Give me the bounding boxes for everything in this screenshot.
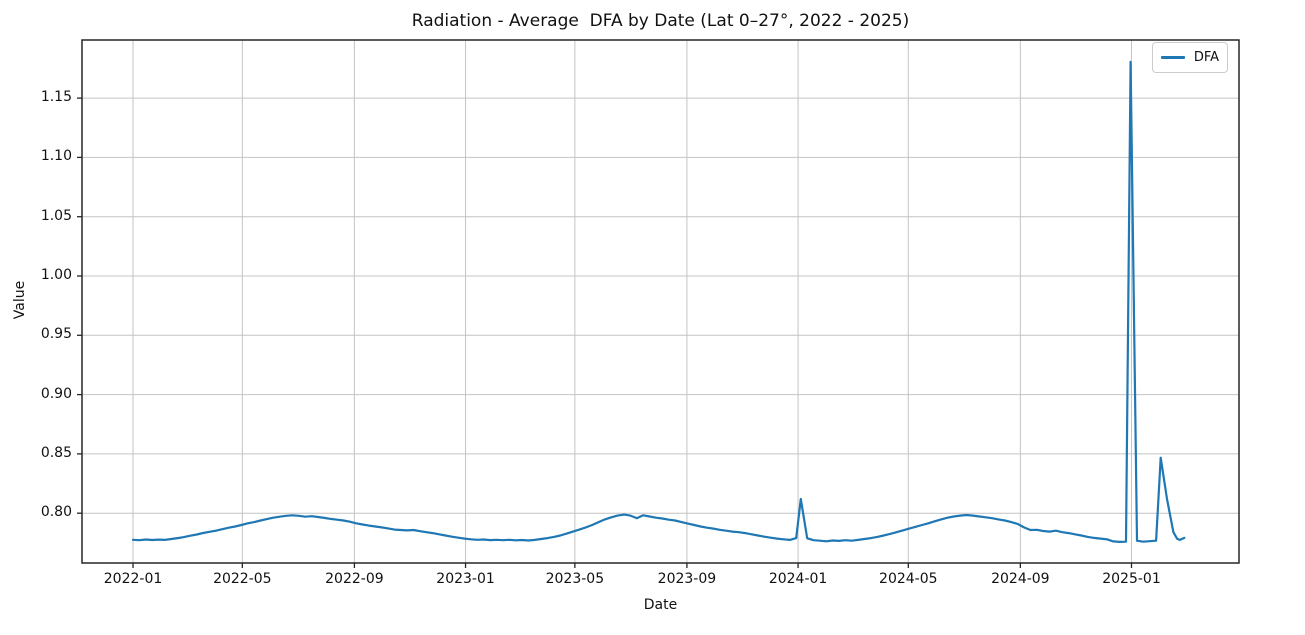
y-axis-label: Value (12, 280, 28, 320)
y-tick-label: 1.15 (40, 89, 72, 106)
x-tick-label: 2024-05 (879, 571, 938, 587)
y-tick-label: 1.00 (40, 267, 72, 283)
x-tick-label: 2023-05 (545, 571, 605, 587)
x-tick-label: 2025-01 (1102, 571, 1161, 587)
legend-label: DFA (1193, 50, 1219, 65)
legend: DFA (1152, 42, 1228, 73)
x-tick-label: 2023-01 (436, 571, 495, 587)
y-tick-label: 0.95 (40, 326, 72, 343)
x-tick-label: 2023-09 (657, 571, 717, 587)
chart-title: Radiation - Average DFA by Date (Lat 0–2… (411, 11, 910, 31)
legend-line-icon (1161, 56, 1185, 59)
y-tick-label: 0.80 (40, 504, 72, 521)
x-axis-label: Date (643, 597, 678, 613)
y-tick-label: 1.05 (40, 207, 72, 224)
y-tick-label: 0.85 (40, 444, 72, 461)
x-tick-label: 2022-05 (213, 571, 272, 587)
x-tick-label: 2022-09 (325, 571, 384, 587)
x-tick-label: 2024-09 (991, 571, 1050, 587)
y-tick-label: 1.10 (40, 148, 72, 165)
y-tick-label: 0.90 (40, 385, 72, 402)
x-tick-label: 2024-01 (768, 571, 828, 587)
x-tick-label: 2022-01 (103, 571, 163, 587)
